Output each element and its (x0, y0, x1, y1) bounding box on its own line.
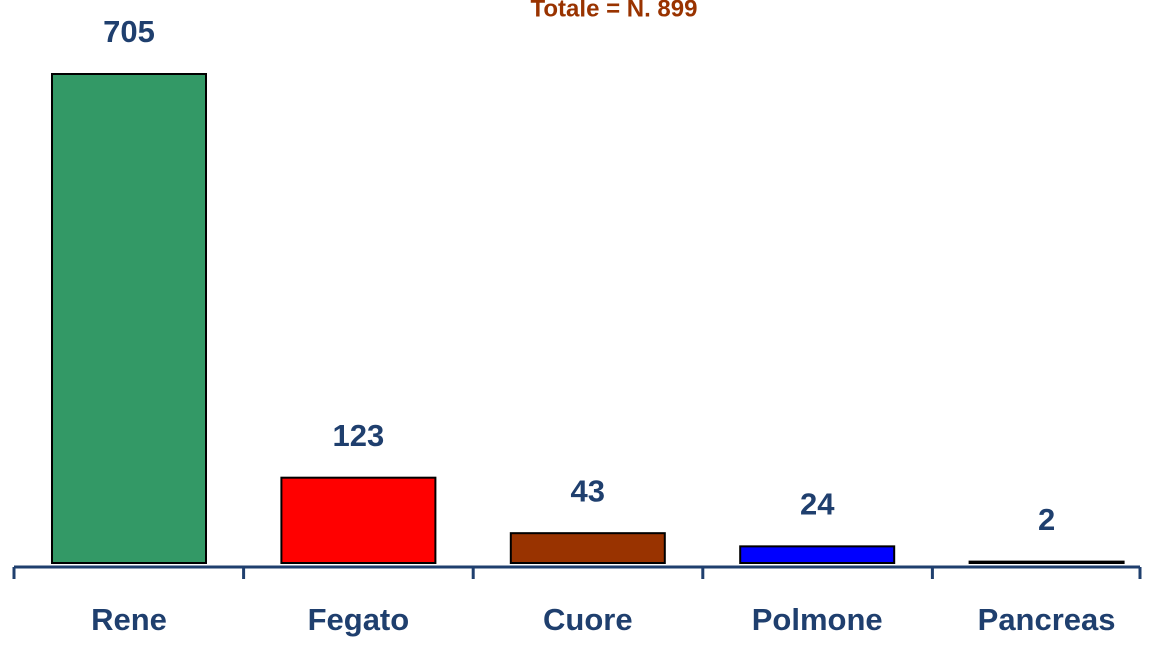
value-label: 705 (103, 14, 155, 49)
value-label: 2 (1038, 502, 1055, 537)
bar (509, 532, 666, 564)
bar (968, 560, 1125, 565)
x-tick-label: Pancreas (978, 602, 1116, 637)
value-label: 123 (333, 418, 385, 453)
chart-title: Totale = N. 899 (531, 0, 698, 22)
x-tick-label: Cuore (543, 602, 633, 637)
x-tick-label: Polmone (752, 602, 883, 637)
value-label: 24 (800, 487, 835, 522)
x-tick-label: Rene (91, 602, 167, 637)
value-label: 43 (571, 473, 605, 508)
x-tick-label: Fegato (308, 602, 410, 637)
bar (51, 73, 207, 564)
bar (739, 545, 896, 565)
bar (280, 476, 437, 565)
